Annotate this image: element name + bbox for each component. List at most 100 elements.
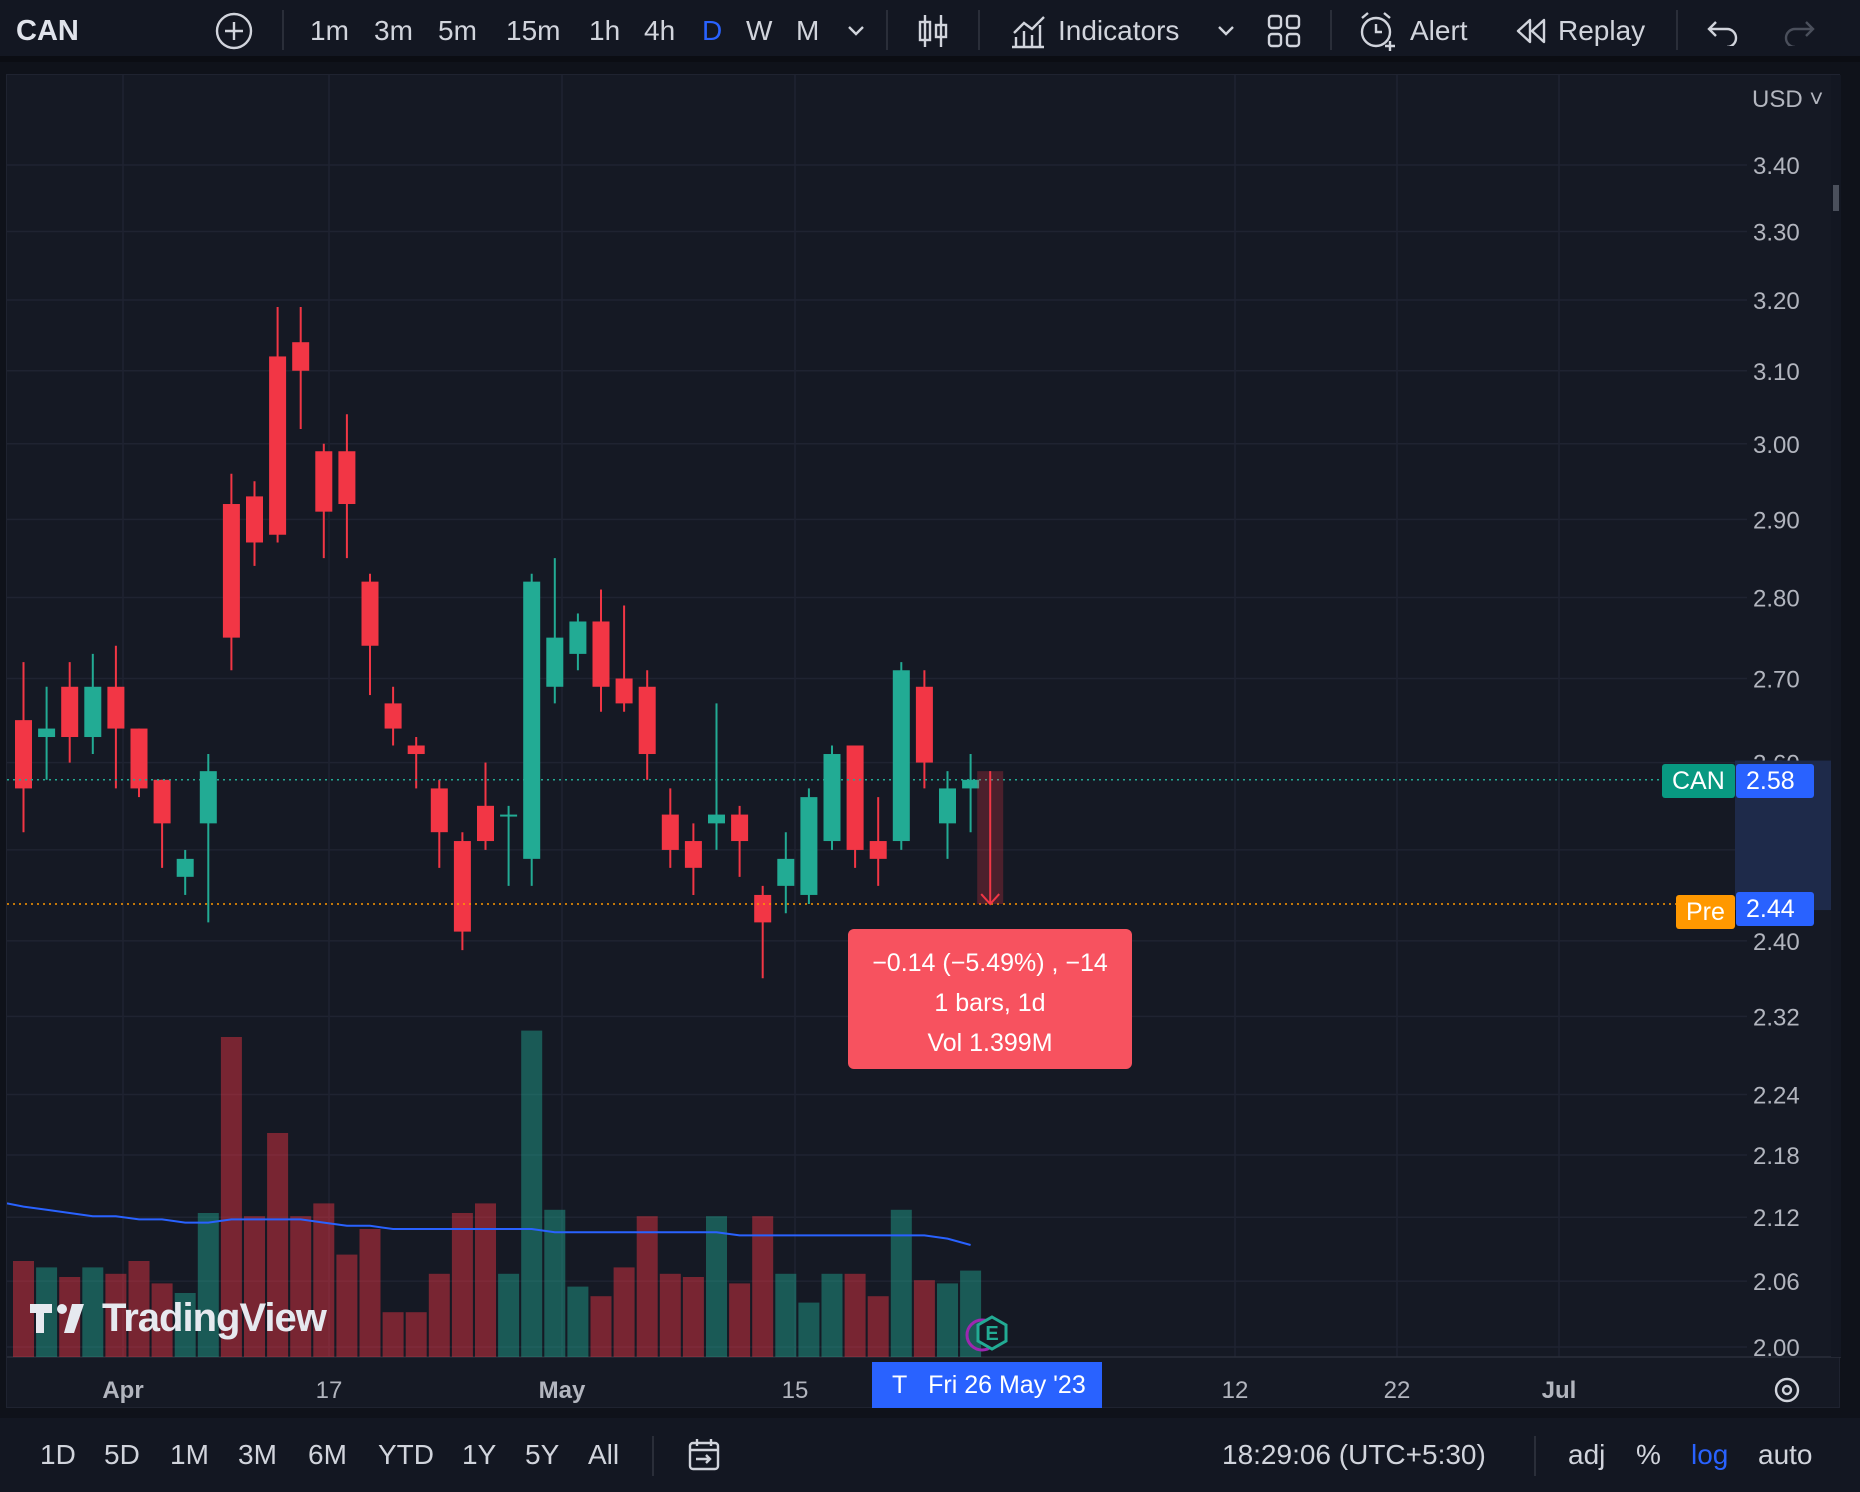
goto-date-button[interactable] — [686, 1418, 722, 1492]
candle-body — [962, 779, 980, 789]
clock-timezone[interactable]: 18:29:06 (UTC+5:30) — [1222, 1439, 1486, 1470]
log-toggle[interactable]: log — [1691, 1439, 1729, 1470]
last-price-tag: 2.58 — [1736, 764, 1814, 798]
candle-body — [407, 745, 425, 755]
redo-button[interactable] — [1782, 0, 1816, 62]
price-axis-label: 2.24 — [1753, 1083, 1800, 1110]
volume-bar — [151, 1283, 173, 1357]
volume-bar — [752, 1216, 774, 1357]
templates-button[interactable] — [1266, 0, 1302, 62]
earnings-event-icon — [976, 1315, 1008, 1351]
auto-toggle[interactable]: auto — [1758, 1439, 1813, 1470]
price-axis-label: 3.20 — [1753, 288, 1800, 315]
candle-body — [477, 805, 494, 842]
alert-label: Alert — [1410, 15, 1468, 46]
interval-1h[interactable]: 1h — [589, 15, 621, 46]
time-axis-label: 17 — [316, 1377, 343, 1404]
volume-bar — [913, 1280, 935, 1357]
grid-icon — [1267, 14, 1301, 48]
interval-5m[interactable]: 5m — [438, 15, 477, 46]
volume-bar — [544, 1209, 566, 1357]
redo-icon — [1784, 21, 1815, 46]
interval-3m[interactable]: 3m — [374, 15, 413, 46]
measure-change: −0.14 (−5.49%) , −14 — [872, 949, 1108, 977]
volume-bar — [405, 1312, 427, 1357]
undo-button[interactable] — [1706, 0, 1740, 62]
tradingview-logo-text: TradingView — [102, 1295, 327, 1340]
candle-body — [361, 581, 379, 646]
bottombar-divider — [1534, 1436, 1536, 1476]
indicators-icon — [1012, 16, 1045, 49]
candle-body — [800, 797, 818, 895]
volume-bar — [498, 1273, 520, 1357]
candle-body — [338, 451, 356, 505]
chart-type-button[interactable] — [916, 0, 950, 62]
indicators-label: Indicators — [1058, 15, 1180, 46]
range-all[interactable]: All — [588, 1439, 620, 1470]
candle-body — [615, 678, 633, 704]
cursor-date-prefix: T — [892, 1371, 908, 1399]
replay-button[interactable]: Replay — [1514, 0, 1645, 62]
price-axis-label: 2.40 — [1753, 929, 1800, 956]
range-1d[interactable]: 1D — [40, 1439, 76, 1470]
volume-bar — [428, 1273, 450, 1357]
volume-bar — [244, 1216, 265, 1357]
chevron-down-icon — [848, 26, 864, 36]
adj-toggle[interactable]: adj — [1568, 1439, 1606, 1470]
replay-label: Replay — [1558, 15, 1646, 46]
volume-bar — [729, 1283, 751, 1357]
range-1y[interactable]: 1Y — [462, 1439, 497, 1470]
percent-toggle[interactable]: % — [1636, 1439, 1661, 1470]
candle-body — [176, 858, 194, 877]
candle-body — [61, 686, 79, 738]
price-axis-label: 3.40 — [1753, 153, 1800, 180]
compare-symbol-button[interactable] — [214, 0, 254, 62]
tradingview-logo[interactable]: TradingView — [28, 1295, 327, 1340]
range-5d[interactable]: 5D — [104, 1439, 140, 1470]
indicators-button[interactable]: Indicators — [1008, 0, 1179, 62]
range-6m[interactable]: 6M — [308, 1439, 347, 1470]
premarket-price-tag: 2.44 — [1736, 892, 1814, 926]
currency-selector[interactable]: USD ˅ — [1752, 86, 1824, 113]
price-axis-label: 2.90 — [1753, 507, 1800, 534]
settings-gear-icon — [1774, 1377, 1800, 1403]
symbol-search[interactable]: CAN — [16, 14, 79, 47]
price-axis-label: 2.12 — [1753, 1205, 1800, 1232]
candle-body — [315, 451, 333, 512]
price-chart[interactable]: 3.403.303.203.103.002.902.802.702.602.50… — [7, 75, 1841, 1409]
interval-1m[interactable]: 1m — [310, 15, 349, 46]
price-axis-label: 2.00 — [1753, 1335, 1800, 1362]
interval-dropdown-button[interactable] — [846, 0, 866, 62]
volume-bar — [798, 1302, 820, 1357]
range-3m[interactable]: 3M — [238, 1439, 277, 1470]
candle-body — [222, 504, 240, 638]
chart-pane[interactable]: 3.403.303.203.103.002.902.802.702.602.50… — [6, 74, 1841, 1409]
measure-arrow-head — [980, 893, 1000, 906]
volume-bar — [521, 1030, 543, 1357]
bottombar-divider — [652, 1436, 654, 1476]
alert-button[interactable]: Alert — [1356, 0, 1468, 62]
volume-bar — [636, 1216, 658, 1357]
undo-icon — [1707, 21, 1738, 46]
interval-m[interactable]: M — [796, 15, 820, 46]
candle-body — [292, 342, 310, 371]
interval-d[interactable]: D — [702, 15, 723, 46]
candle-body — [384, 703, 402, 729]
price-axis-label: 2.18 — [1753, 1143, 1800, 1170]
volume-bar — [682, 1277, 704, 1357]
range-ytd[interactable]: YTD — [378, 1439, 434, 1470]
interval-w[interactable]: W — [746, 15, 773, 46]
indicators-dropdown-button[interactable] — [1216, 0, 1236, 62]
interval-15m[interactable]: 15m — [506, 15, 561, 46]
volume-bar — [844, 1273, 866, 1357]
volume-bar — [197, 1213, 219, 1357]
volume-bar — [821, 1273, 843, 1357]
time-axis-label: May — [539, 1377, 586, 1404]
measure-volume: Vol 1.399M — [927, 1029, 1053, 1057]
range-5y[interactable]: 5Y — [525, 1439, 560, 1470]
volume-bar — [82, 1267, 104, 1357]
candle-body — [823, 754, 841, 842]
scrollbar-thumb — [1833, 185, 1839, 211]
interval-4h[interactable]: 4h — [644, 15, 676, 46]
range-1m[interactable]: 1M — [170, 1439, 209, 1470]
